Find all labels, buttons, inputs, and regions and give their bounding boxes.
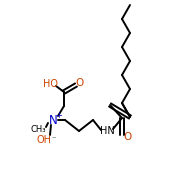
Text: HN: HN: [100, 126, 114, 136]
Text: O: O: [76, 78, 84, 88]
Text: CH₃: CH₃: [30, 125, 46, 135]
Text: +: +: [56, 110, 62, 119]
Text: N: N: [49, 113, 57, 127]
Text: OH: OH: [37, 135, 52, 145]
Text: HO: HO: [42, 79, 57, 89]
Text: ⁻: ⁻: [52, 135, 56, 144]
Text: O: O: [123, 132, 131, 142]
